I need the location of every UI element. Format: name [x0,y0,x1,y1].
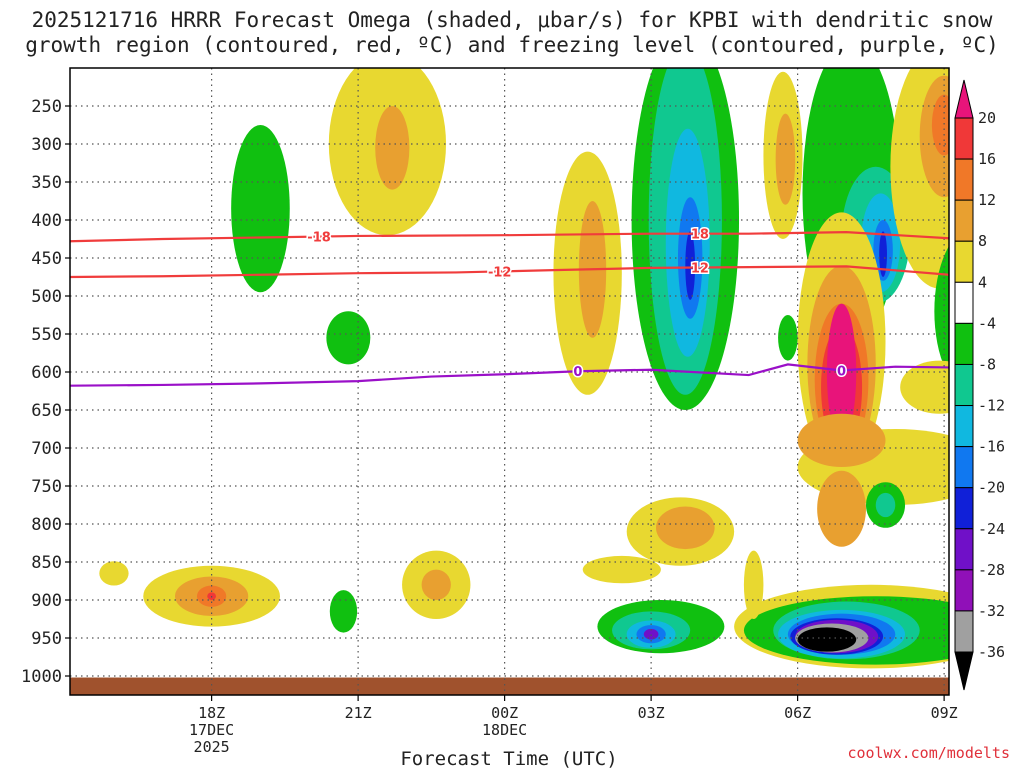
colorbar-box-5 [954,281,974,324]
x-tick-label-00Z: 00Z [491,704,518,722]
colorbar-box-9 [954,446,974,489]
omega-region-46 [817,470,866,547]
colorbar-box-2 [954,158,974,201]
colorbar-label-3: 8 [978,232,987,250]
omega-region-26 [643,628,659,640]
contour-line-2 [70,363,949,387]
y-tick-label-550: 550 [31,325,62,345]
x-tick-label-03Z: 03Z [638,704,665,722]
colorbar-label-5: -4 [978,314,996,332]
colorbar-label-0: 20 [978,109,996,127]
colorbar-box-12 [954,569,974,612]
colorbar-box-3 [954,199,974,242]
omega-region-28 [775,113,796,205]
x-axis-label: Forecast Time (UTC) [400,748,617,768]
y-tick-label-400: 400 [31,211,62,231]
omega-region-42 [934,245,949,377]
y-tick-label-750: 750 [31,477,62,497]
contour-line-1 [70,265,949,279]
plot-frame [69,67,950,696]
y-tick-label-600: 600 [31,363,62,383]
contour-label-1-1: 12 [691,262,709,277]
y-tick-label-1000: 1000 [21,667,62,687]
contour-label-2-1: 0 [837,364,846,379]
omega-region-20 [656,506,715,550]
x-tick-label-06Z: 06Z [784,704,811,722]
colorbar-box-11 [954,528,974,571]
colorbar-label-10: -24 [978,520,1005,538]
colorbar-label-9: -20 [978,479,1005,497]
omega-region-4 [99,561,129,586]
y-tick-label-300: 300 [31,135,62,155]
colorbar-box-10 [954,487,974,530]
x-tick-sublabel-18Z: 17DEC [189,721,234,739]
colorbar-label-2: 12 [978,191,996,209]
x-tick-year-18Z: 2025 [194,738,230,756]
contour-line-0 [70,231,949,243]
y-tick-label-900: 900 [31,591,62,611]
credit-text: coolwx.com/modelts [847,744,1010,762]
colorbar-box-7 [954,363,974,407]
omega-region-49 [778,315,798,361]
chart-title: 2025121716 HRRR Forecast Omega (shaded, … [25,8,999,57]
omega-region-41 [931,94,949,156]
colorbar-box-8 [954,405,974,448]
temperature-contours [70,231,949,387]
omega-region-8 [326,311,371,365]
omega-region-11 [375,106,410,190]
contour-labels: -18 18 -12 12 0 0 [306,226,848,382]
colorbar: 20 16 12 8 4 -4 -8 -12 -16 -20 -24 -28 -32 -36 [954,79,1005,691]
contour-label-2-0: 0 [573,365,582,380]
y-tick-label-350: 350 [31,173,62,193]
colorbar-label-7: -12 [978,397,1005,415]
omega-region-18 [685,231,696,300]
contour-label-0-0: -18 [307,231,331,246]
colorbar-label-1: 16 [978,150,996,168]
omega-region-9 [329,590,358,633]
omega-region-21 [582,555,661,584]
omega-shading [70,68,949,695]
colorbar-box-13 [954,610,974,653]
omega-region-38 [826,303,857,441]
y-tick-label-850: 850 [31,553,62,573]
colorbar-top-arrow [954,79,974,119]
colorbar-box-1 [954,117,974,160]
omega-region-45 [797,413,886,467]
omega-region-59 [743,550,764,619]
x-tick-label-09Z: 09Z [931,704,958,722]
omega-region-33 [879,231,887,277]
y-tick-label-250: 250 [31,97,62,117]
colorbar-bottom-arrow [954,651,974,691]
y-tick-label-500: 500 [31,287,62,307]
x-tick-label-18Z: 18Z [198,704,225,722]
x-tick-label-21Z: 21Z [345,704,372,722]
colorbar-label-6: -8 [978,355,996,373]
y-tick-label-450: 450 [31,249,62,269]
y-tick-label-800: 800 [31,515,62,535]
y-tick-label-700: 700 [31,439,62,459]
y-tick-label-950: 950 [31,629,62,649]
omega-region-48 [875,492,896,518]
omega-region-43 [900,360,949,414]
colorbar-label-12: -32 [978,602,1005,620]
contour-label-0-1: 18 [691,228,709,243]
y-tick-label-650: 650 [31,401,62,421]
omega-region-6 [421,569,451,600]
contour-label-1-0: -12 [488,265,512,280]
omega-region-58 [797,627,857,652]
ground-strip [70,677,949,695]
colorbar-label-13: -36 [978,643,1005,661]
x-tick-sublabel-00Z: 18DEC [482,721,527,739]
pressure-axis: 250 300 350 400 450 500 550 600 650 700 750 800 850 9… [21,97,70,687]
colorbar-box-4 [954,240,974,283]
colorbar-box-6 [954,322,974,365]
colorbar-label-8: -16 [978,438,1005,456]
omega-region-7 [231,125,290,293]
colorbar-label-4: 4 [978,273,987,291]
colorbar-label-11: -28 [978,561,1005,579]
